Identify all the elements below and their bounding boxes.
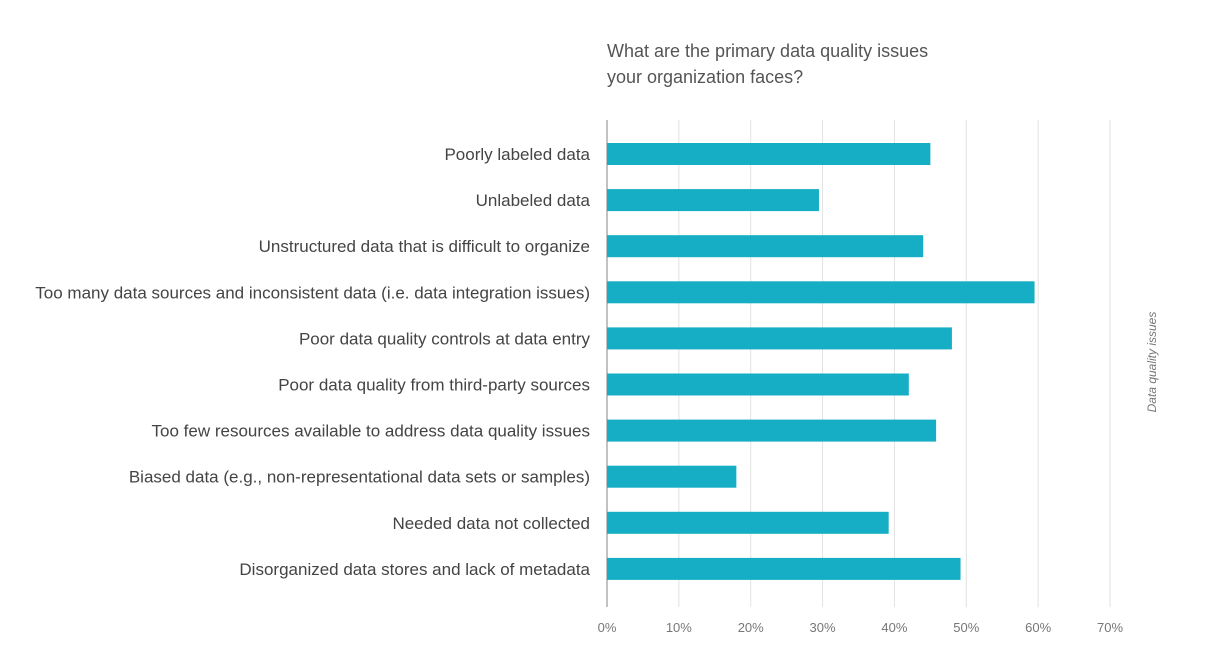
category-label-5: Poor data quality from third-party sourc…: [278, 376, 590, 395]
category-label-7: Biased data (e.g., non-representational …: [129, 468, 590, 487]
chart-title-line-2: your organization faces?: [607, 67, 804, 87]
category-label-0: Poorly labeled data: [444, 145, 590, 164]
x-tick-label-3: 30%: [810, 620, 836, 635]
bar-4: [607, 327, 952, 350]
x-tick-label-0: 0%: [598, 620, 617, 635]
side-label: Data quality issues: [1145, 312, 1159, 413]
bar-0: [607, 143, 931, 165]
bar-5: [607, 373, 909, 396]
category-label-6: Too few resources available to address d…: [152, 422, 590, 441]
x-tick-label-4: 40%: [881, 620, 907, 635]
bar-8: [607, 511, 889, 534]
bar-1: [607, 189, 819, 212]
bar-3: [607, 281, 1035, 304]
x-tick-label-5: 50%: [953, 620, 979, 635]
category-label-9: Disorganized data stores and lack of met…: [239, 560, 590, 579]
category-label-4: Poor data quality controls at data entry: [299, 329, 591, 348]
category-label-1: Unlabeled data: [476, 191, 591, 210]
bar-6: [607, 419, 937, 442]
category-label-3: Too many data sources and inconsistent d…: [35, 283, 590, 302]
chart-title: What are the primary data quality issues…: [607, 38, 1027, 90]
x-tick-label-6: 60%: [1025, 620, 1051, 635]
x-tick-label-7: 70%: [1097, 620, 1123, 635]
x-tick-label-2: 20%: [738, 620, 764, 635]
bar-9: [607, 557, 961, 580]
x-tick-label-1: 10%: [666, 620, 692, 635]
chart-title-line-1: What are the primary data quality issues: [607, 41, 929, 61]
category-label-8: Needed data not collected: [392, 514, 590, 533]
bar-2: [607, 235, 924, 258]
category-label-2: Unstructured data that is difficult to o…: [259, 237, 590, 256]
bar-7: [607, 465, 737, 488]
